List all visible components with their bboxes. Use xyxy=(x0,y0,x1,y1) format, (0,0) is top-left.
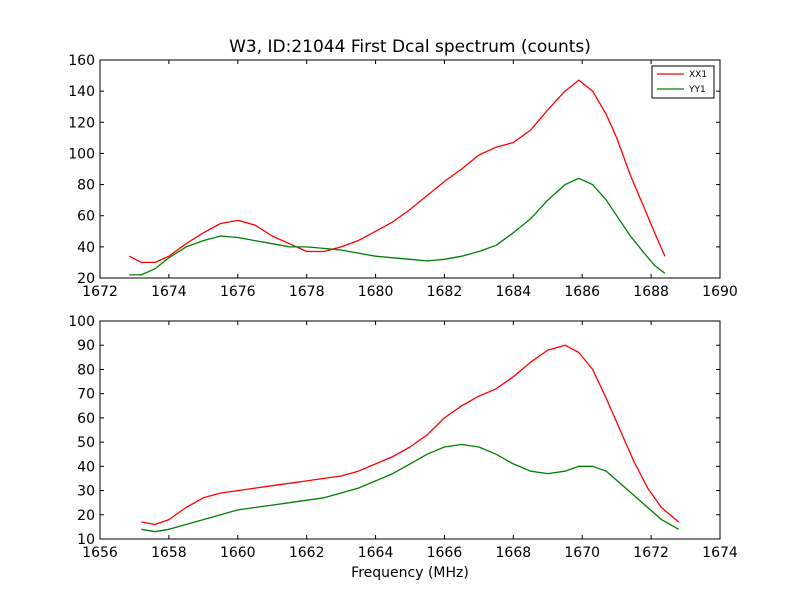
bottom-x-tick-label: 1674 xyxy=(702,545,738,561)
top-x-tick-label: 1678 xyxy=(289,284,325,300)
top-series-yy1-line xyxy=(129,177,666,276)
bottom-y-tick-label: 10 xyxy=(77,532,95,548)
legend-label-yy1: YY1 xyxy=(688,85,706,95)
legend-box xyxy=(651,65,715,99)
bottom-x-tick-label: 1662 xyxy=(289,545,325,561)
bottom-y-tick-label: 100 xyxy=(68,314,95,330)
top-y-tick-label: 120 xyxy=(68,115,95,131)
top-x-tick-label: 1684 xyxy=(496,284,532,300)
bottom-y-tick-label: 30 xyxy=(77,484,95,500)
bottom-y-tick-label: 60 xyxy=(77,411,95,427)
top-y-tick-label: 60 xyxy=(77,209,95,225)
bottom-x-tick-label: 1670 xyxy=(564,545,600,561)
top-series-xx1-line xyxy=(129,79,666,264)
x-axis-label: Frequency (MHz) xyxy=(351,565,469,581)
bottom-y-tick-label: 80 xyxy=(77,362,95,378)
top-y-tick-label: 40 xyxy=(77,240,95,256)
legend: XX1 YY1 xyxy=(651,65,715,99)
bottom-ticks-group: 1656 1658 1660 1662 1664 1666 1668 1670 1672 1674… xyxy=(68,314,738,561)
bottom-y-tick-label: 90 xyxy=(77,338,95,354)
bottom-x-tick-label: 1660 xyxy=(220,545,256,561)
top-plot-frame xyxy=(99,59,721,279)
bottom-y-tick-label: 20 xyxy=(77,508,95,524)
top-x-tick-label: 1680 xyxy=(358,284,394,300)
bottom-x-tick-label: 1664 xyxy=(358,545,394,561)
top-panel: 1672 1674 1676 1678 1680 1682 1684 1686 1688 1690… xyxy=(68,53,738,300)
bottom-x-tick-label: 1656 xyxy=(82,545,118,561)
top-x-tick-label: 1690 xyxy=(702,284,738,300)
top-x-tick-label: 1674 xyxy=(151,284,187,300)
top-y-tick-label: 140 xyxy=(68,84,95,100)
bottom-x-tick-label: 1666 xyxy=(427,545,463,561)
top-x-tick-label: 1688 xyxy=(633,284,669,300)
top-x-tick-label: 1686 xyxy=(564,284,600,300)
top-y-tick-label: 100 xyxy=(68,146,95,162)
top-y-tick-label: 20 xyxy=(77,271,95,287)
top-ticks-group: 1672 1674 1676 1678 1680 1682 1684 1686 1688 1690… xyxy=(68,53,738,300)
bottom-x-tick-label: 1672 xyxy=(633,545,669,561)
bottom-y-tick-label: 50 xyxy=(77,435,95,451)
bottom-x-tick-label: 1658 xyxy=(151,545,187,561)
chart-title: W3, ID:21044 First Dcal spectrum (counts… xyxy=(229,37,591,57)
top-x-tick-label: 1672 xyxy=(82,284,118,300)
bottom-plot-frame xyxy=(99,320,721,540)
top-y-tick-label: 80 xyxy=(77,178,95,194)
bottom-series-group xyxy=(141,344,680,533)
bottom-panel: 1656 1658 1660 1662 1664 1666 1668 1670 1672 1674… xyxy=(68,314,738,561)
top-series-group xyxy=(129,79,666,276)
bottom-y-tick-label: 70 xyxy=(77,387,95,403)
bottom-series-xx1-line xyxy=(141,344,680,526)
legend-label-xx1: XX1 xyxy=(689,70,707,80)
bottom-y-tick-label: 40 xyxy=(77,459,95,475)
top-x-tick-label: 1676 xyxy=(220,284,256,300)
bottom-x-tick-label: 1668 xyxy=(496,545,532,561)
bottom-series-yy1-line xyxy=(141,443,680,533)
top-y-tick-label: 160 xyxy=(68,53,95,69)
top-x-tick-label: 1682 xyxy=(427,284,463,300)
